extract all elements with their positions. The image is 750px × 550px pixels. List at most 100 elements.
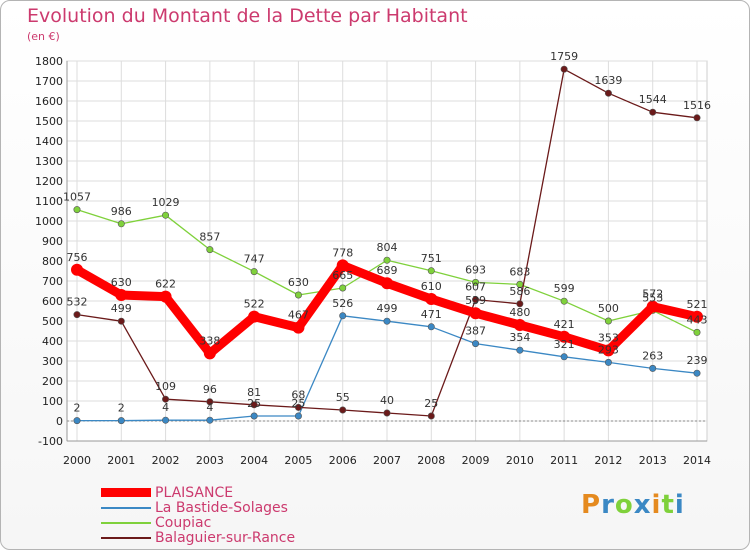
data-point (425, 293, 438, 305)
data-label: 387 (465, 325, 486, 338)
data-labels: 2 2 4 4 25 25 526 499 471 387 354 321 293 263 239 1057 9… (63, 50, 711, 414)
data-point (250, 268, 258, 276)
data-point (693, 328, 701, 336)
data-point (469, 307, 482, 320)
data-label: 25 (247, 397, 261, 410)
data-label: 521 (687, 298, 708, 311)
data-label: 96 (203, 383, 217, 396)
x-tick-label: 2006 (329, 454, 357, 467)
data-label: 986 (111, 205, 132, 218)
data-point (558, 330, 571, 343)
data-point (250, 412, 258, 420)
data-label: 40 (380, 394, 394, 407)
data-label: 665 (332, 269, 353, 282)
x-tick-label: 2014 (683, 454, 711, 467)
y-tick-label: 1200 (35, 175, 63, 188)
y-tick-label: 600 (42, 295, 63, 308)
data-label: 55 (336, 391, 350, 404)
data-label: 689 (377, 264, 398, 277)
data-point (73, 417, 81, 425)
data-point (560, 297, 568, 305)
data-point (513, 319, 526, 331)
data-point (294, 291, 302, 299)
data-label: 778 (332, 246, 353, 259)
data-label: 499 (377, 302, 398, 315)
y-tick-label: 1000 (35, 215, 63, 228)
data-point (516, 300, 524, 308)
data-point (472, 278, 480, 286)
data-point (203, 347, 216, 360)
data-point (427, 267, 435, 275)
data-point (427, 323, 435, 331)
data-point (115, 289, 128, 301)
data-label: 599 (554, 282, 575, 295)
x-tick-label: 2009 (462, 454, 490, 467)
legend-swatch (101, 488, 151, 497)
data-point (206, 246, 214, 254)
data-point (117, 220, 125, 228)
legend-label: Coupiac (155, 514, 212, 531)
data-label: 630 (288, 276, 309, 289)
data-label: 354 (509, 331, 530, 344)
data-label: 586 (509, 285, 530, 298)
data-point (339, 284, 347, 292)
data-point (117, 417, 125, 425)
data-point (691, 310, 703, 323)
data-label: 443 (687, 313, 708, 326)
data-label: 526 (332, 297, 353, 310)
data-label: 622 (155, 278, 176, 291)
chart-title: Evolution du Montant de la Dette par Hab… (27, 5, 468, 27)
y-tick-label: 300 (42, 355, 63, 368)
y-tick-label: 1800 (35, 55, 63, 68)
data-label: 68 (291, 388, 305, 401)
data-label: 471 (421, 308, 442, 321)
data-point (206, 398, 214, 406)
data-point (71, 263, 83, 276)
data-label: 25 (424, 397, 438, 410)
data-point (294, 412, 302, 420)
data-label: 1057 (63, 191, 91, 204)
data-point (339, 406, 347, 414)
data-point (693, 369, 701, 377)
data-label: 293 (598, 343, 619, 356)
legend-swatch (101, 536, 151, 539)
data-point (383, 409, 391, 417)
y-tick-label: 900 (42, 235, 63, 248)
data-label: 607 (465, 281, 486, 294)
data-point (292, 321, 305, 334)
x-tick-label: 2010 (506, 454, 534, 467)
data-label: 756 (67, 251, 88, 264)
x-tick-label: 2011 (550, 454, 578, 467)
data-label: 804 (377, 241, 398, 254)
chart-unit: (en €) (27, 30, 60, 43)
y-tick-label: 0 (56, 415, 63, 428)
data-label: 25 (291, 397, 305, 410)
data-point (294, 403, 302, 411)
data-label: 630 (111, 276, 132, 289)
y-tick-label: 400 (42, 335, 63, 348)
legend-label: La Bastide-Solages (155, 499, 288, 516)
data-point (206, 416, 214, 424)
data-label: 610 (421, 280, 442, 293)
legend-swatch (101, 521, 151, 524)
data-label: 81 (247, 386, 261, 399)
x-tick-label: 2008 (417, 454, 445, 467)
data-point (339, 312, 347, 320)
data-point (336, 259, 349, 272)
y-tick-label: 200 (42, 375, 63, 388)
series-lines (71, 65, 703, 425)
axes: -100 0 100 200 300 400 500 600 700 800 900 1000 1100… (35, 55, 711, 467)
data-label: 321 (554, 338, 575, 351)
y-tick-label: 700 (42, 275, 63, 288)
data-label: 747 (244, 253, 265, 266)
data-label: 239 (687, 354, 708, 367)
data-point (649, 108, 657, 116)
data-point (162, 395, 170, 403)
data-point (472, 296, 480, 304)
x-tick-label: 2013 (639, 454, 667, 467)
y-tick-label: -100 (38, 435, 63, 448)
legend-item: Balaguier-sur-Rance (101, 530, 295, 546)
data-label: 109 (155, 380, 176, 393)
y-tick-label: 100 (42, 395, 63, 408)
